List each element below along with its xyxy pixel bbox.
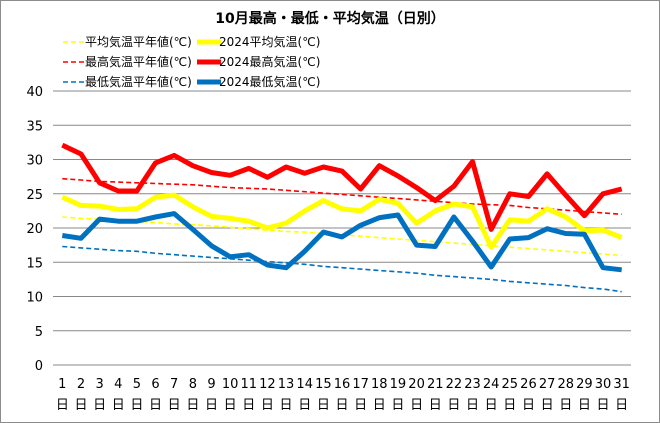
y-tick-label: 30 — [26, 154, 43, 169]
x-tick-label: 31 — [613, 377, 630, 392]
x-tick-suffix: 日 — [242, 398, 255, 413]
legend-label-4: 最低気温平年値(℃) — [85, 74, 192, 89]
x-tick-label: 15 — [315, 377, 332, 392]
x-tick-label: 29 — [576, 377, 593, 392]
x-tick-suffix: 日 — [280, 398, 293, 413]
y-tick-label: 0 — [35, 359, 43, 374]
x-tick-label: 16 — [334, 377, 351, 392]
x-tick-suffix: 日 — [615, 398, 628, 413]
legend-label-3: 2024最高気温(℃) — [219, 54, 320, 69]
x-tick-suffix: 日 — [186, 398, 199, 413]
x-tick-suffix: 日 — [429, 398, 442, 413]
series-line-3 — [61, 142, 623, 232]
legend-label-0: 平均気温平年値(℃) — [85, 34, 192, 49]
x-tick-label: 23 — [464, 377, 481, 392]
x-tick-label: 9 — [207, 377, 215, 392]
y-tick-label: 35 — [26, 119, 43, 134]
x-tick-label: 20 — [408, 377, 425, 392]
y-tick-label: 40 — [26, 85, 43, 100]
x-tick-label: 8 — [189, 377, 197, 392]
x-tick-suffix: 日 — [391, 398, 404, 413]
x-tick-suffix: 日 — [559, 398, 572, 413]
y-tick-label: 15 — [26, 256, 43, 271]
x-tick-label: 14 — [296, 377, 313, 392]
x-tick-suffix: 日 — [56, 398, 69, 413]
x-tick-suffix: 日 — [93, 398, 106, 413]
x-tick-suffix: 日 — [298, 398, 311, 413]
x-tick-suffix: 日 — [485, 398, 498, 413]
x-tick-suffix: 日 — [466, 398, 479, 413]
x-tick-suffix: 日 — [261, 398, 274, 413]
x-tick-suffix: 日 — [74, 398, 87, 413]
x-tick-label: 27 — [539, 377, 556, 392]
x-tick-label: 1 — [58, 377, 66, 392]
y-axis-tick-labels: 0 5 10 15 20 25 30 35 40 — [26, 85, 43, 374]
chart-title: 10月最高・最低・平均気温（日別） — [215, 10, 444, 27]
x-tick-suffix: 日 — [447, 398, 460, 413]
y-tick-label: 5 — [35, 325, 43, 340]
x-tick-label: 5 — [133, 377, 141, 392]
x-tick-suffix: 日 — [205, 398, 218, 413]
x-tick-label: 30 — [595, 377, 612, 392]
x-tick-label: 28 — [557, 377, 574, 392]
x-tick-label: 17 — [352, 377, 369, 392]
x-tick-suffix: 日 — [335, 398, 348, 413]
x-tick-label: 12 — [259, 377, 276, 392]
x-tick-suffix: 日 — [130, 398, 143, 413]
legend: 平均気温平年値(℃) 2024平均気温(℃) 最高気温平年値(℃) 2024最高気温(… — [63, 34, 320, 89]
x-tick-label: 18 — [371, 377, 388, 392]
x-tick-label: 13 — [278, 377, 295, 392]
x-tick-suffix: 日 — [149, 398, 162, 413]
x-tick-suffix: 日 — [373, 398, 386, 413]
x-tick-label: 24 — [483, 377, 500, 392]
x-tick-suffix: 日 — [317, 398, 330, 413]
x-tick-suffix: 日 — [112, 398, 125, 413]
series-lines — [61, 142, 623, 293]
x-tick-label: 21 — [427, 377, 444, 392]
x-tick-label: 25 — [502, 377, 519, 392]
series-line-4 — [62, 245, 622, 293]
series-line-2 — [62, 177, 622, 216]
x-tick-suffix: 日 — [168, 398, 181, 413]
legend-label-5: 2024最低気温(℃) — [219, 74, 320, 89]
x-tick-label: 7 — [170, 377, 178, 392]
x-axis-tick-labels: 1日2日3日4日5日6日7日8日9日10日11日12日13日14日15日16日1… — [56, 377, 630, 413]
x-tick-suffix: 日 — [410, 398, 423, 413]
x-tick-label: 4 — [114, 377, 122, 392]
x-tick-label: 19 — [390, 377, 407, 392]
x-tick-suffix: 日 — [503, 398, 516, 413]
x-tick-label: 26 — [520, 377, 537, 392]
y-tick-label: 20 — [26, 222, 43, 237]
x-tick-label: 2 — [77, 377, 85, 392]
series-line-5 — [61, 211, 622, 273]
x-tick-label: 3 — [95, 377, 103, 392]
x-tick-label: 22 — [446, 377, 463, 392]
legend-label-2: 最高気温平年値(℃) — [85, 54, 192, 69]
x-tick-label: 11 — [241, 377, 258, 392]
x-tick-suffix: 日 — [354, 398, 367, 413]
y-tick-label: 10 — [26, 291, 43, 306]
series-line-1 — [61, 192, 623, 250]
y-tick-label: 25 — [26, 188, 43, 203]
x-tick-suffix: 日 — [541, 398, 554, 413]
x-tick-suffix: 日 — [522, 398, 535, 413]
x-tick-label: 6 — [151, 377, 159, 392]
x-tick-suffix: 日 — [224, 398, 237, 413]
x-tick-suffix: 日 — [597, 398, 610, 413]
legend-label-1: 2024平均気温(℃) — [219, 34, 320, 49]
x-tick-suffix: 日 — [578, 398, 591, 413]
x-tick-label: 10 — [222, 377, 239, 392]
